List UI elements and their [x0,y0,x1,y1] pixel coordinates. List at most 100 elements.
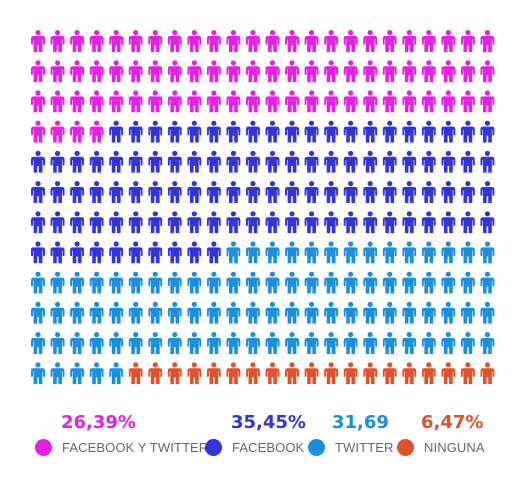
person-icon-facebook-y-twitter [206,60,221,83]
person-icon-twitter [324,332,339,354]
person-icon-twitter [460,301,475,324]
person-icon-twitter [324,301,339,324]
person-icon-facebook-y-twitter [363,30,378,52]
person-icon-twitter [265,301,280,324]
person-icon-twitter [304,271,319,294]
legend-item-ninguna: 6,47% NINGUNA [397,412,497,472]
person-icon-twitter [245,271,260,294]
person-icon-twitter [89,301,104,324]
person-icon-twitter [70,362,85,385]
person-icon-facebook-y-twitter [245,60,260,83]
person-icon-facebook-y-twitter [265,90,280,113]
person-icon-twitter [226,301,241,324]
person-icon-twitter [421,332,436,354]
person-icon-twitter [363,241,378,264]
person-icon-twitter [265,332,280,354]
person-icon-facebook [245,150,260,173]
person-icon-facebook-y-twitter [70,90,85,113]
person-icon-ninguna [324,362,339,385]
person-icon-twitter [265,271,280,294]
person-icon-facebook-y-twitter [206,30,221,52]
person-icon-facebook [31,211,45,234]
person-icon-twitter [441,271,456,294]
person-icon-ninguna [421,362,436,385]
person-icon-twitter [206,332,221,354]
person-icon-facebook-y-twitter [402,90,417,113]
person-icon-facebook [304,211,319,234]
person-icon-facebook [324,150,339,173]
person-icon-facebook [441,120,456,143]
person-icon-facebook [324,211,339,234]
person-icon-facebook [324,120,339,143]
person-icon-facebook [421,120,436,143]
person-icon-facebook [89,181,104,203]
person-icon-facebook [50,211,65,234]
person-icon-facebook-y-twitter [460,30,475,52]
person-icon-facebook-y-twitter [304,90,319,113]
person-icon-facebook [382,181,397,203]
person-icon-facebook-y-twitter [324,90,339,113]
person-icon-facebook [402,120,417,143]
person-icon-twitter [245,301,260,324]
person-icon-ninguna [148,362,163,385]
person-icon-facebook-y-twitter [128,30,143,52]
person-icon-facebook [226,150,241,173]
person-icon-twitter [128,332,143,354]
person-icon-ninguna [480,362,495,385]
person-icon-ninguna [441,362,456,385]
person-icon-facebook-y-twitter [50,90,65,113]
person-icon-twitter [285,271,300,294]
legend-item-facebook-y-twitter: 26,39% FACEBOOK Y TWITTER [35,412,210,472]
person-icon-facebook-y-twitter [460,90,475,113]
person-icon-facebook-y-twitter [226,90,241,113]
person-icon-twitter [167,332,182,354]
legend-label-facebook: FACEBOOK [232,440,305,455]
person-icon-facebook-y-twitter [89,120,104,143]
person-icon-twitter [89,271,104,294]
person-icon-twitter [285,241,300,264]
person-icon-facebook [480,181,495,203]
person-icon-facebook [148,120,163,143]
person-icon-facebook-y-twitter [421,90,436,113]
person-icon-facebook-y-twitter [128,60,143,83]
person-icon-facebook [304,120,319,143]
person-icon-facebook [480,120,495,143]
person-icon-ninguna [343,362,358,385]
person-icon-twitter [109,332,124,354]
person-icon-facebook [50,181,65,203]
person-icon-ninguna [402,362,417,385]
person-icon-twitter [89,362,104,385]
person-icon-facebook [89,150,104,173]
person-icon-facebook [109,150,124,173]
person-icon-facebook [265,181,280,203]
person-icon-twitter [285,332,300,354]
person-icon-facebook [343,120,358,143]
person-icon-facebook [226,120,241,143]
person-icon-facebook [343,181,358,203]
person-icon-facebook [206,241,221,264]
person-icon-facebook [109,211,124,234]
person-icon-twitter [128,301,143,324]
person-icon-facebook [382,120,397,143]
person-icon-twitter [382,332,397,354]
person-icon-facebook [402,150,417,173]
person-icon-twitter [70,271,85,294]
person-icon-twitter [402,301,417,324]
person-icon-facebook [187,241,202,264]
person-icon-facebook [167,150,182,173]
person-icon-facebook-y-twitter [382,90,397,113]
person-icon-twitter [206,301,221,324]
legend-value-facebook-y-twitter: 26,39% [61,412,136,433]
person-icon-facebook-y-twitter [343,60,358,83]
person-icon-twitter [304,332,319,354]
person-icon-twitter [382,241,397,264]
person-icon-facebook-y-twitter [187,30,202,52]
person-icon-facebook-y-twitter [31,120,45,143]
person-icon-twitter [421,301,436,324]
person-icon-facebook [31,181,45,203]
person-icon-facebook [148,150,163,173]
person-icon-facebook-y-twitter [460,60,475,83]
person-icon-facebook-y-twitter [31,90,45,113]
person-icon-facebook [382,150,397,173]
person-icon-twitter [109,362,124,385]
